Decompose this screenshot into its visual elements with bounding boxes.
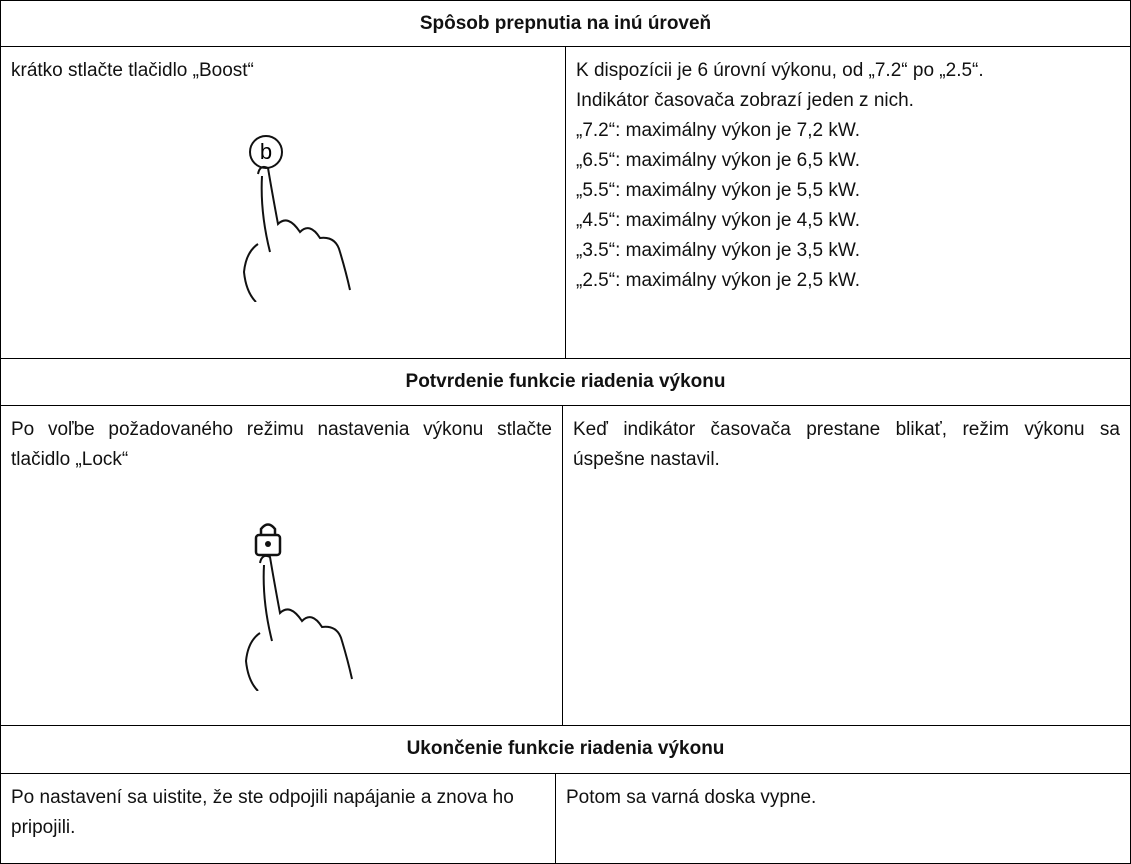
text-line: Indikátor časovača zobrazí jeden z nich. [576,90,914,111]
result: Keď indikátor časovača prestane blikať, … [573,419,1120,470]
text-line: „2.5“: maximálny výkon je 2,5 kW. [576,270,861,291]
section-heading: Spôsob prepnutia na inú úroveň [0,0,1131,47]
left-cell: Po nastavení sa uistite, že ste odpojili… [0,773,556,864]
result: Potom sa varná doska vypne. [566,787,817,808]
right-cell: Potom sa varná doska vypne. [555,773,1131,864]
instruction: Po nastavení sa uistite, že ste odpojili… [11,787,514,838]
instruction: krátko stlačte tlačidlo „Boost“ [11,60,254,81]
text-line: „7.2“: maximálny výkon je 7,2 kW. [576,120,861,141]
left-cell: krátko stlačte tlačidlo „Boost“ b [0,46,566,359]
text-line: „4.5“: maximálny výkon je 4,5 kW. [576,210,861,231]
section-heading: Potvrdenie funkcie riadenia výkonu [0,358,1131,406]
icon-text: b [260,139,272,164]
left-cell: Po voľbe požadovaného režimu nastavenia … [0,405,563,726]
boost-icon: b [242,135,351,302]
right-cell: Keď indikátor časovača prestane blikať, … [562,405,1131,726]
right-cell: K dispozícii je 6 úrovní výkonu, od „7.2… [565,46,1131,359]
instruction: Po voľbe požadovaného režimu nastavenia … [11,419,552,470]
text-line: „6.5“: maximálny výkon je 6,5 kW. [576,150,861,171]
text-line: K dispozícii je 6 úrovní výkonu, od „7.2… [576,60,984,81]
section-heading: Ukončenie funkcie riadenia výkonu [0,725,1131,774]
text-line: „3.5“: maximálny výkon je 3,5 kW. [576,240,861,261]
text-line: „5.5“: maximálny výkon je 5,5 kW. [576,180,861,201]
lock-icon [244,523,353,691]
